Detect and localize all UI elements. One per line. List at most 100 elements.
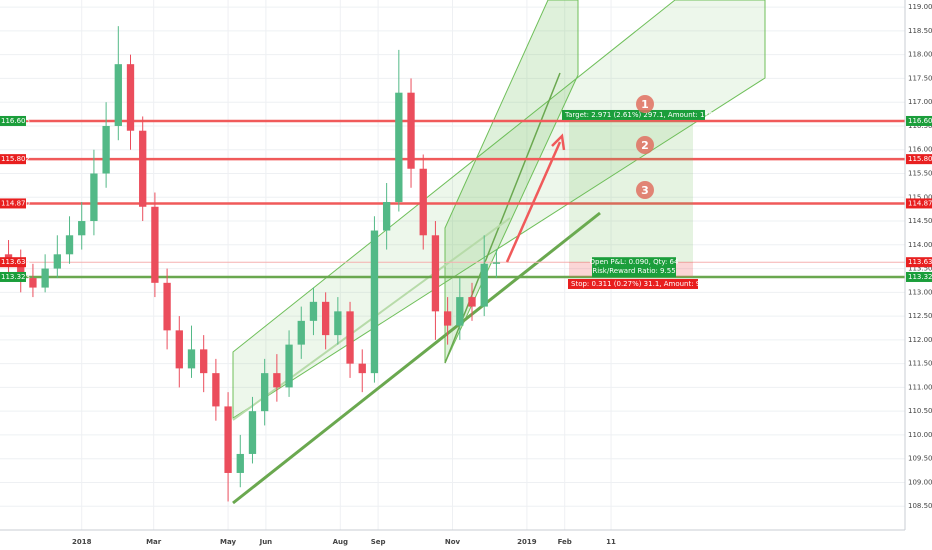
candles <box>4 26 501 502</box>
candle-body <box>261 373 269 412</box>
target-label: Target: 2.971 (2.61%) 297.1, Amount: 119… <box>564 111 730 119</box>
candle-body <box>114 64 122 126</box>
y-tick-label: 118.500 <box>908 27 932 35</box>
candle-body <box>334 311 342 336</box>
x-tick-label: 2019 <box>517 538 537 546</box>
candle-body <box>163 282 171 331</box>
price-tag <box>0 115 26 126</box>
x-tick-label: Mar <box>146 538 162 546</box>
price-tag-label: 115.802 <box>908 155 932 163</box>
candle-body <box>468 297 476 307</box>
y-tick-label: 112.500 <box>908 312 932 320</box>
target-zone <box>569 120 693 263</box>
price-tag-label: 114.870 <box>1 199 30 207</box>
ratio-label: Risk/Reward Ratio: 9.55 <box>592 267 675 275</box>
candle-body <box>41 268 49 288</box>
candle-body <box>321 301 330 336</box>
candle-body <box>212 373 220 407</box>
price-tag <box>0 271 26 282</box>
y-tick-label: 115.000 <box>908 193 932 201</box>
candle-body <box>78 221 86 236</box>
steep-channel <box>444 0 579 364</box>
price-tag <box>0 257 26 268</box>
axis-labels: 119.000118.500118.000117.500117.000116.5… <box>72 3 932 546</box>
y-tick-label: 113.000 <box>908 288 932 296</box>
candle-body <box>248 411 257 454</box>
candle-body <box>431 235 440 312</box>
price-tag <box>906 257 932 268</box>
y-tick-label: 114.500 <box>908 217 932 225</box>
candle-body <box>29 278 37 288</box>
x-tick-label: Sep <box>371 538 386 546</box>
candle-body <box>309 301 318 321</box>
y-tick-label: 111.000 <box>908 383 932 391</box>
candle-body <box>297 320 305 345</box>
price-tag <box>0 198 26 209</box>
y-tick-label: 118.000 <box>908 51 932 59</box>
candle-body <box>456 297 464 326</box>
candle-body <box>395 92 403 203</box>
stop-label: Stop: 0.311 (0.27%) 31.1, Amount: 980.1 <box>571 280 716 288</box>
price-tag <box>906 115 932 126</box>
candle-body <box>346 311 354 364</box>
candle-body <box>407 92 415 169</box>
arrow-head <box>551 133 566 151</box>
candle-body <box>200 349 208 374</box>
x-tick-label: Jun <box>259 538 273 546</box>
y-tick-label: 108.500 <box>908 502 932 510</box>
y-tick-label: 115.500 <box>908 169 932 177</box>
label-box <box>592 257 676 278</box>
candle-body <box>224 406 232 473</box>
candle-body <box>358 363 366 374</box>
candle-body <box>65 235 74 255</box>
price-tag <box>906 271 932 282</box>
candle-body <box>419 168 427 236</box>
marker-label: 2 <box>641 139 649 152</box>
candle-body <box>126 64 135 131</box>
candle-body <box>273 373 281 388</box>
price-tag <box>906 198 932 209</box>
y-tick-label: 110.500 <box>908 407 932 415</box>
marker <box>636 136 654 154</box>
y-tick-label: 119.000 <box>908 3 932 11</box>
candle-body <box>370 230 379 374</box>
marker <box>636 181 654 199</box>
price-tag-label: 116.605 <box>1 117 30 125</box>
candle-body <box>17 263 25 279</box>
x-tick-label: Feb <box>558 538 572 546</box>
candle-body <box>139 130 147 207</box>
levels <box>0 119 905 279</box>
label-box <box>562 109 705 120</box>
price-tag-label: 114.870 <box>908 199 932 207</box>
x-tick-label: Nov <box>445 538 461 546</box>
marker-label: 1 <box>641 98 649 111</box>
y-tick-label: 111.500 <box>908 360 932 368</box>
y-tick-label: 112.000 <box>908 336 932 344</box>
arrow-line <box>505 141 562 263</box>
x-tick-label: May <box>220 538 236 546</box>
pnl-label: Open P&L: 0.090, Qty: 64 <box>590 258 679 266</box>
price-tag <box>0 154 26 165</box>
trend-line <box>232 211 601 505</box>
y-tick-label: 109.000 <box>908 478 932 486</box>
candle-body <box>285 344 293 388</box>
label-box <box>568 278 698 289</box>
candle-body <box>90 173 98 222</box>
price-tag-label: 113.634 <box>908 258 932 266</box>
candle-body <box>53 254 61 269</box>
candle-body <box>187 349 196 369</box>
marker-label: 3 <box>641 184 649 197</box>
y-tick-label: 114.000 <box>908 241 932 249</box>
y-tick-label: 113.500 <box>908 265 932 273</box>
y-tick-label: 110.000 <box>908 431 932 439</box>
candle-body <box>175 330 183 369</box>
x-tick-label: Aug <box>333 538 348 546</box>
price-tag-label: 113.323 <box>908 273 932 281</box>
marker <box>636 95 654 113</box>
y-tick-label: 109.500 <box>908 455 932 463</box>
candle-body <box>382 202 391 231</box>
price-tag <box>906 154 932 165</box>
price-tag-label: 113.323 <box>1 273 30 281</box>
grid <box>0 0 905 530</box>
